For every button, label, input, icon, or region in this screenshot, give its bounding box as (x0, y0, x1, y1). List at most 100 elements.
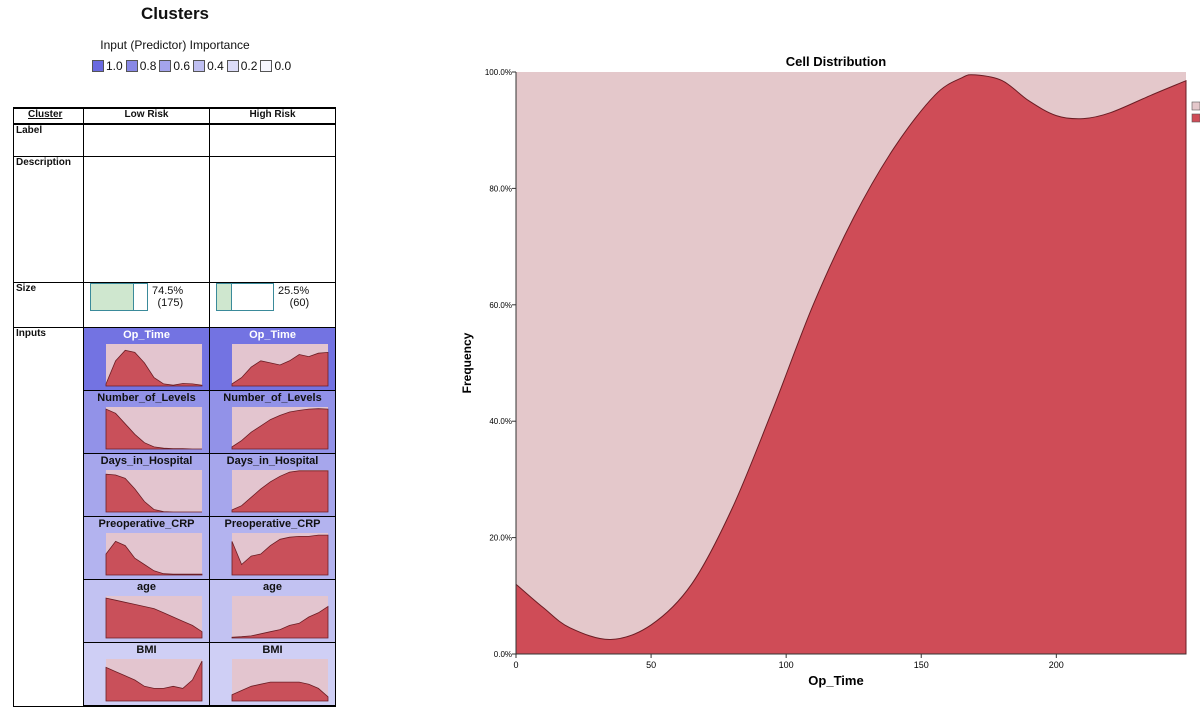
description-cell-low (83, 155, 210, 283)
inputs-column-high: Op_Time Number_of_Levels Days_in_Hospital P… (209, 326, 336, 707)
importance-legend-item: 0.6 (159, 59, 190, 73)
input-name-label: Preoperative_CRP (224, 517, 321, 530)
high-risk-area (515, 74, 1187, 655)
input-distribution-plot (105, 406, 202, 449)
input-cell-number_of_levels-high[interactable]: Number_of_Levels (210, 390, 335, 454)
cluster-distribution-area (231, 681, 329, 701)
cluster-distribution-area (231, 351, 329, 386)
size-fill-high (217, 283, 233, 310)
input-cell-days_in_hospital-high[interactable]: Days_in_Hospital (210, 453, 335, 517)
input-distribution-plot (231, 469, 329, 512)
importance-legend-label: 1.0 (106, 59, 123, 73)
importance-legend-swatch (125, 60, 138, 72)
x-tick-label: 150 (914, 660, 929, 670)
legend-swatch (1191, 101, 1200, 111)
x-tick-label: 0 (513, 660, 518, 670)
table-header-row: Cluster Low Risk High Risk (13, 107, 336, 125)
size-percent-high: 25.5% (278, 284, 310, 297)
input-distribution-plot (231, 658, 329, 701)
size-row: Size 74.5% (175) 25.5% (60) (13, 281, 336, 328)
header-cluster: Cluster (13, 107, 84, 125)
cluster-distribution-area (105, 540, 203, 575)
input-cell-days_in_hospital-low[interactable]: Days_in_Hospital (84, 453, 209, 517)
y-tick-label: 100.0% (485, 68, 512, 77)
importance-legend-item: 0.0 (260, 59, 291, 73)
input-cell-preoperative_crp-low[interactable]: Preoperative_CRP (84, 516, 209, 580)
size-count-low: (175) (157, 296, 184, 309)
x-tick-label: 100 (779, 660, 794, 670)
input-name-label: Op_Time (123, 328, 170, 341)
input-distribution-plot (105, 532, 203, 575)
y-tick-label: 60.0% (489, 301, 512, 310)
description-cell-high (209, 155, 336, 283)
input-name-label: BMI (262, 643, 283, 656)
size-bar-low (90, 282, 148, 311)
label-cell-low (83, 123, 210, 157)
y-axis-label: Frequency (460, 332, 474, 393)
y-tick-label: 80.0% (489, 184, 512, 193)
inputs-row: Inputs Op_Time Number_of_Levels Days_in_Ho… (13, 326, 336, 707)
header-low-risk[interactable]: Low Risk (83, 107, 210, 125)
inputs-column-low: Op_Time Number_of_Levels Days_in_Hospital P… (83, 326, 210, 707)
input-cell-bmi-low[interactable]: BMI (84, 642, 209, 706)
importance-legend-item: 0.2 (226, 59, 258, 73)
importance-legend-label: 0.8 (139, 59, 157, 73)
input-name-label: Days_in_Hospital (226, 454, 319, 467)
importance-legend-item: 0.8 (125, 59, 157, 73)
row-label-label: Label (16, 125, 43, 136)
clusters-panel: Clusters Input (Predictor) Importance 1.… (0, 0, 350, 720)
input-cell-age-low[interactable]: age (84, 579, 209, 643)
cluster-distribution-area (105, 660, 203, 701)
cluster-distribution-area (105, 473, 202, 512)
input-cell-op_time-high[interactable]: Op_Time (210, 327, 335, 391)
importance-legend: 1.0 0.8 0.6 0.4 0.2 0.0 (92, 59, 291, 73)
input-cell-op_time-low[interactable]: Op_Time (84, 327, 209, 391)
row-label-size: Size (16, 282, 37, 294)
importance-legend-swatch (159, 60, 172, 72)
input-cell-age-high[interactable]: age (210, 579, 335, 643)
input-name-label: BMI (136, 643, 157, 656)
importance-legend-item: 0.4 (193, 59, 224, 73)
size-count-high: (60) (289, 296, 310, 309)
importance-legend-label: 0.2 (240, 59, 258, 73)
input-distribution-plot (231, 532, 329, 575)
importance-legend-label: 0.6 (173, 59, 191, 73)
input-distribution-plot (231, 406, 329, 449)
y-tick-label: 20.0% (489, 534, 512, 543)
input-distribution-plot (105, 658, 203, 701)
chart-title: Cell Distribution (786, 54, 886, 69)
size-percent-low: 74.5% (152, 284, 184, 297)
input-distribution-plot (105, 469, 202, 512)
input-name-label: Preoperative_CRP (98, 517, 195, 530)
input-cell-number_of_levels-low[interactable]: Number_of_Levels (84, 390, 209, 454)
importance-legend-label: 0.4 (207, 59, 224, 73)
input-distribution-plot (105, 595, 203, 638)
input-cell-preoperative_crp-high[interactable]: Preoperative_CRP (210, 516, 335, 580)
row-label-inputs: Inputs (16, 327, 46, 339)
input-name-label: Number_of_Levels (97, 391, 196, 404)
importance-title: Input (Predictor) Importance (100, 38, 250, 52)
input-name-label: Op_Time (249, 328, 296, 341)
importance-legend-swatch (193, 60, 206, 72)
row-label-description: Description (16, 156, 72, 168)
input-distribution-plot (231, 595, 329, 638)
header-high-risk[interactable]: High Risk (209, 107, 336, 125)
size-bar-high (216, 282, 274, 311)
size-fill-low (91, 283, 134, 310)
y-tick-label: 0.0% (494, 650, 512, 659)
cluster-distribution-area (231, 407, 329, 449)
input-distribution-plot (231, 343, 329, 386)
description-row: Description (13, 155, 336, 283)
chart-svg: Cell Distribution 0.0% 20.0% 40.0% 60.0% 80.0… (460, 54, 1200, 688)
input-distribution-plot (105, 343, 203, 386)
x-tick-label: 50 (646, 660, 656, 670)
clusters-title: Clusters (140, 4, 210, 23)
importance-legend-label: 0.0 (274, 59, 292, 73)
importance-legend-swatch (92, 60, 104, 72)
cluster-distribution-area (105, 597, 203, 638)
input-cell-bmi-high[interactable]: BMI (210, 642, 335, 706)
cluster-distribution-area (231, 469, 329, 512)
cell-distribution-chart: Cell Distribution 0.0% 20.0% 40.0% 60.0% 80.0… (455, 45, 1200, 700)
input-name-label: Days_in_Hospital (100, 454, 193, 467)
input-name-label: age (263, 580, 282, 593)
